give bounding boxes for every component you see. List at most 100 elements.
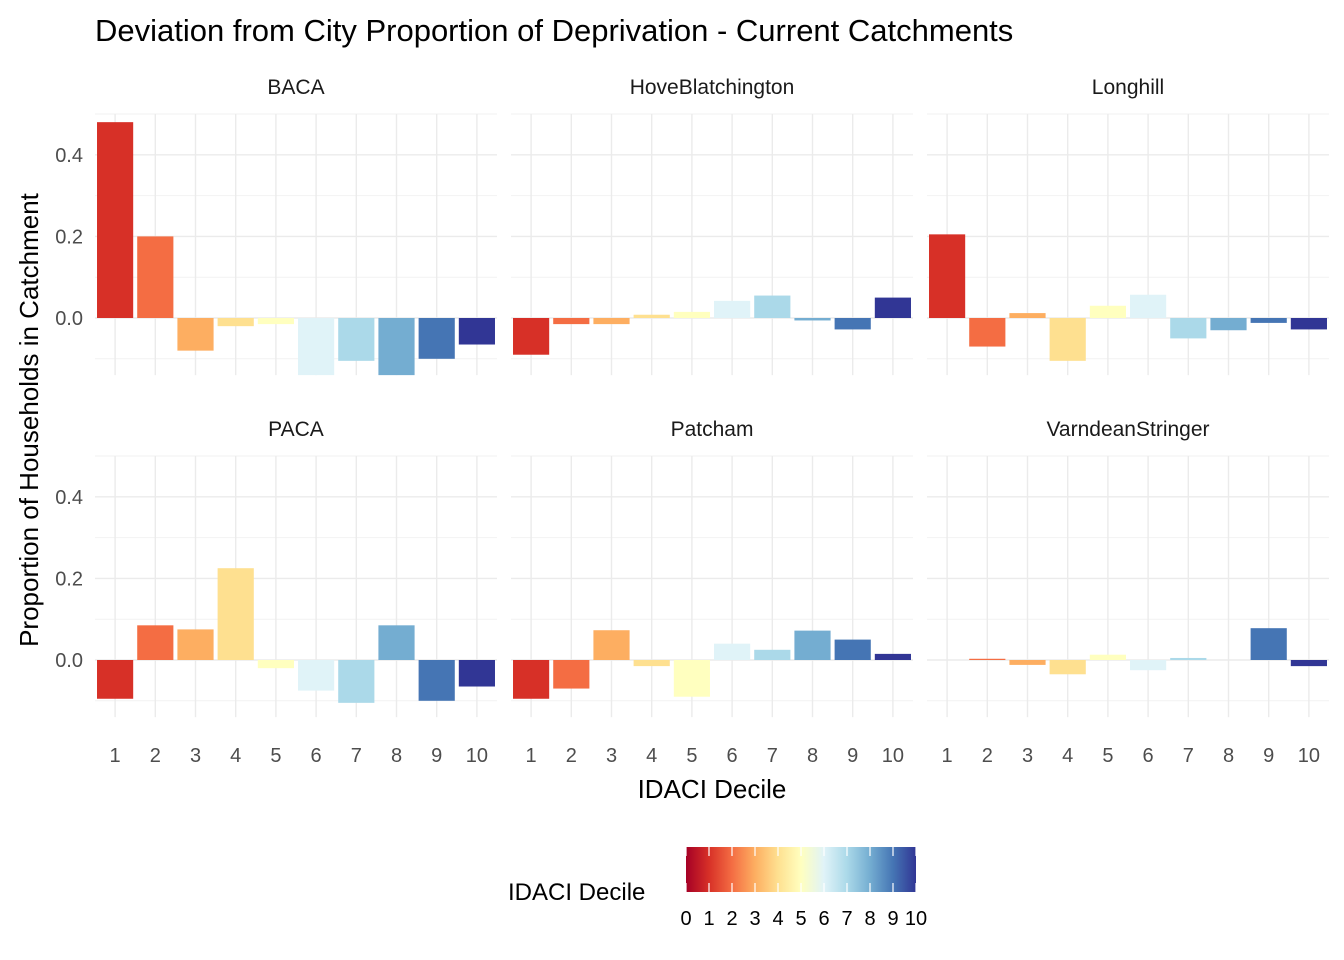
chart-title: Deviation from City Proportion of Depriv… [95, 13, 1013, 48]
legend-tick-label: 6 [818, 908, 829, 930]
bar [1089, 654, 1126, 660]
x-tick-label: 2 [150, 745, 161, 767]
bar [1049, 660, 1086, 675]
x-tick-label: 7 [1183, 745, 1194, 767]
x-tick-label: 3 [606, 745, 617, 767]
bar [338, 318, 375, 361]
y-tick-label: 0.0 [55, 308, 83, 330]
bar [458, 318, 495, 345]
y-tick-label: 0.2 [55, 226, 83, 248]
bar [794, 630, 831, 660]
bar [969, 318, 1006, 347]
bar [418, 318, 455, 359]
y-tick-label: 0.4 [55, 487, 83, 509]
y-tick-label: 0.0 [55, 650, 83, 672]
x-tick-label: 8 [807, 745, 818, 767]
x-tick-label: 9 [1263, 745, 1274, 767]
x-tick-label: 6 [311, 745, 322, 767]
x-tick-label: 10 [1298, 745, 1320, 767]
bar [794, 318, 831, 321]
x-tick-label: 1 [110, 745, 121, 767]
legend-tick-label: 3 [749, 908, 760, 930]
bar [593, 630, 630, 660]
x-tick-label: 10 [882, 745, 904, 767]
x-tick-label: 8 [1223, 745, 1234, 767]
facet-label: Patcham [671, 418, 754, 441]
bar [1210, 318, 1247, 331]
facet-label: Longhill [1092, 76, 1164, 99]
x-tick-label: 6 [727, 745, 738, 767]
bar [1130, 294, 1167, 318]
bar [378, 318, 415, 376]
bar [458, 660, 495, 687]
bar [1089, 305, 1126, 318]
x-tick-label: 3 [190, 745, 201, 767]
bar [298, 318, 335, 376]
x-tick-label: 5 [1102, 745, 1113, 767]
color-legend: IDACI Decile 0 1 2 3 4 5 6 7 8 9 10 [508, 847, 927, 930]
facet-panels: BACA 0.0 0.2 0.4 HoveBlatchington Longhill PAC… [55, 76, 1329, 767]
y-axis-title: Proportion of Households in Catchment [14, 192, 44, 647]
bar [633, 660, 670, 667]
facet-label: BACA [267, 76, 324, 99]
bar [553, 318, 590, 325]
x-tick-label: 9 [431, 745, 442, 767]
bar [1009, 313, 1046, 318]
legend-tick-label: 2 [726, 908, 737, 930]
legend-tick-label: 7 [841, 908, 852, 930]
bar [714, 643, 751, 660]
bar [593, 318, 630, 325]
bar [754, 649, 791, 660]
facet-label: HoveBlatchington [630, 76, 795, 99]
bar [177, 318, 214, 351]
x-tick-label: 6 [1143, 745, 1154, 767]
legend-tick-label: 5 [795, 908, 806, 930]
bar [553, 660, 590, 689]
y-tick-label: 0.4 [55, 145, 83, 167]
bar [1290, 318, 1327, 330]
legend-title: IDACI Decile [508, 879, 645, 906]
facet-panel: BACA 0.0 0.2 0.4 [55, 76, 497, 376]
bar [969, 658, 1006, 660]
x-tick-label: 4 [646, 745, 657, 767]
bar [1130, 660, 1167, 671]
bar [754, 295, 791, 318]
legend-tick-label: 0 [680, 908, 691, 930]
facet-panel: VarndeanStringer 1 2 3 4 5 6 7 8 9 10 [927, 418, 1329, 767]
bar [834, 639, 871, 660]
bar [513, 318, 550, 355]
x-tick-label: 8 [391, 745, 402, 767]
bar [633, 314, 670, 318]
bar [1170, 318, 1207, 339]
x-tick-label: 4 [1062, 745, 1073, 767]
bar [513, 660, 550, 699]
x-tick-label: 9 [847, 745, 858, 767]
bar [714, 300, 751, 318]
x-tick-label: 10 [466, 745, 488, 767]
bar [1009, 660, 1046, 665]
legend-tick-label: 1 [703, 908, 714, 930]
x-tick-label: 7 [351, 745, 362, 767]
facet-panel: Longhill [927, 76, 1329, 376]
bar [874, 653, 911, 660]
bar [298, 660, 335, 691]
bar [673, 311, 710, 318]
legend-tick-label: 9 [887, 908, 898, 930]
bar [1250, 628, 1287, 660]
bar [177, 629, 214, 660]
bar [338, 660, 375, 703]
x-tick-label: 3 [1022, 745, 1033, 767]
bar [1250, 318, 1287, 323]
x-tick-label: 5 [270, 745, 281, 767]
x-tick-label: 2 [982, 745, 993, 767]
facet-label: PACA [268, 418, 324, 441]
facet-panel: HoveBlatchington [511, 76, 913, 376]
x-tick-label: 5 [686, 745, 697, 767]
facet-panel: PACA 0.0 0.2 0.4 1 2 3 4 5 6 7 8 9 10 [55, 418, 497, 767]
legend-ticks: 0 1 2 3 4 5 6 7 8 9 10 [680, 847, 927, 930]
bar [217, 318, 254, 327]
facet-panel: Patcham 1 2 3 4 5 6 7 8 9 10 [511, 418, 913, 767]
x-tick-label: 1 [526, 745, 537, 767]
